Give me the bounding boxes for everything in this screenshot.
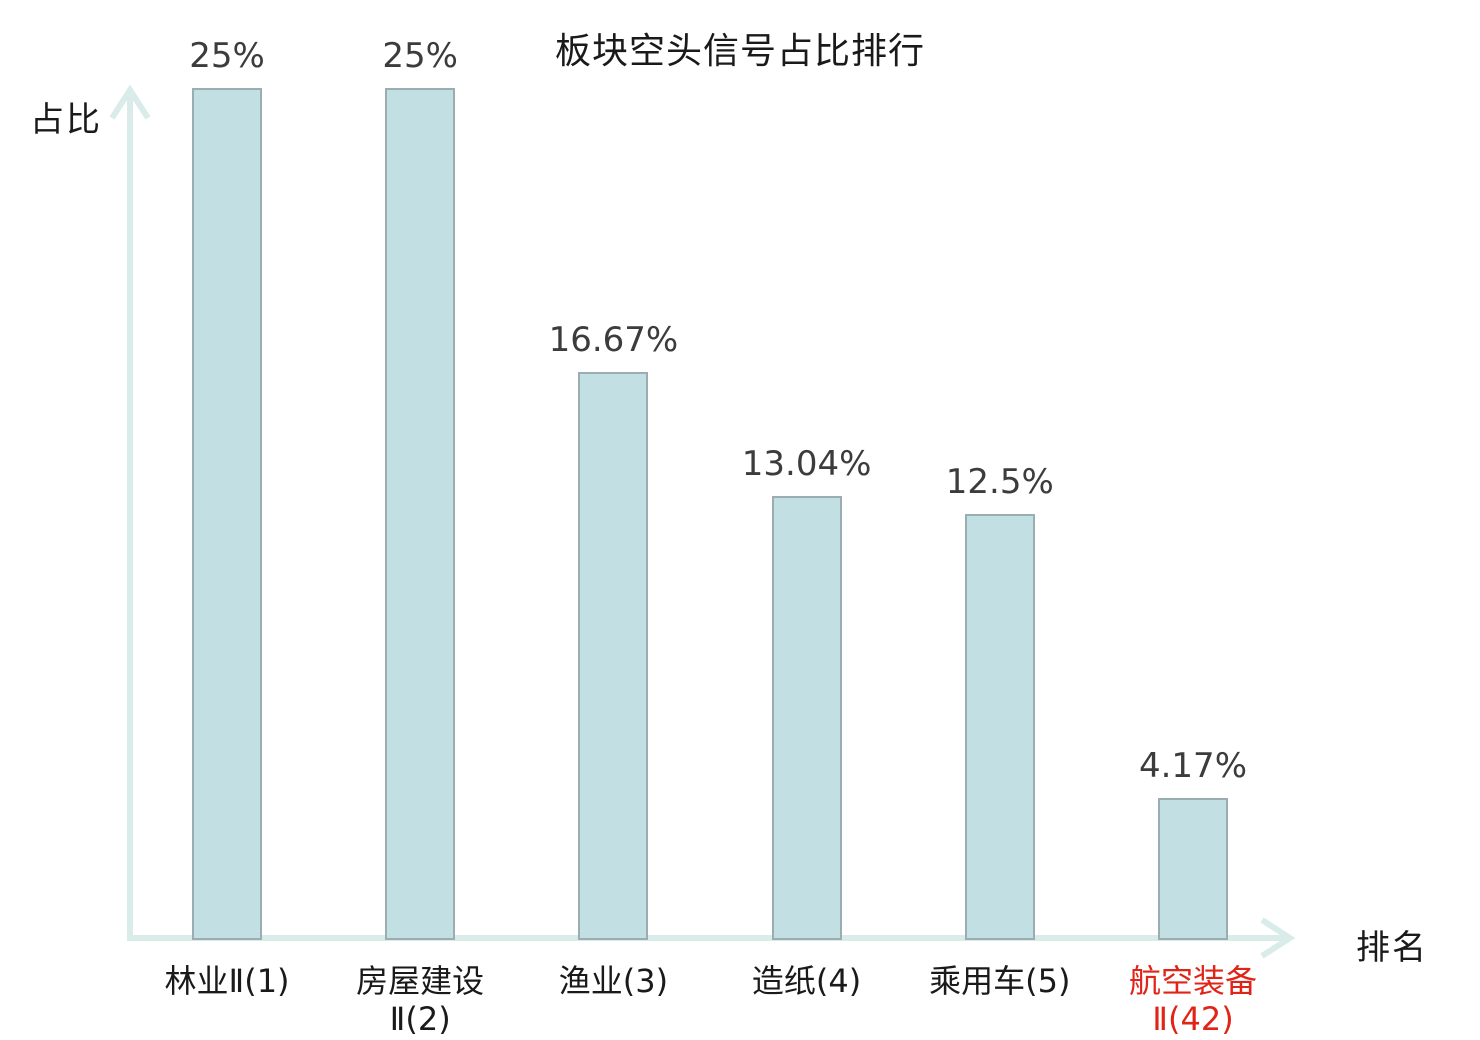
y-axis-label: 占比 [30, 100, 102, 140]
bar-category-label-line: 乘用车(5) [929, 962, 1071, 1000]
bar [1158, 798, 1228, 940]
y-axis-arrow-icon [109, 84, 151, 120]
bar-category-label-line: 林业Ⅱ(1) [164, 962, 290, 1000]
x-axis-label: 排名 [1356, 928, 1428, 968]
bar-category-label-line: 航空装备 [1128, 962, 1257, 1000]
bar [385, 88, 456, 940]
bar-category-label: 造纸(4) [687, 962, 927, 1000]
bar [192, 88, 262, 940]
bar [578, 372, 649, 940]
bar-category-label: 房屋建设 Ⅱ(2) [300, 962, 540, 1038]
bar-category-label: 航空装备 Ⅱ(42) [1073, 962, 1313, 1038]
bar-value-label: 13.04% [741, 444, 872, 484]
bar-value-label: 4.17% [1138, 746, 1247, 786]
bar-category-label-line: Ⅱ(2) [389, 1000, 451, 1038]
bar-category-label-line: 造纸(4) [751, 962, 862, 1000]
bar [771, 496, 842, 940]
bar-value-label: 25% [382, 36, 458, 76]
bar-value-label: 16.67% [548, 320, 679, 360]
bar [964, 514, 1035, 940]
bar-value-label: 25% [189, 36, 265, 76]
bar-category-label-line: 渔业(3) [558, 962, 669, 1000]
x-axis-arrow-icon [1260, 917, 1296, 959]
bar-category-label-line: Ⅱ(42) [1152, 1000, 1234, 1038]
bar-category-label: 渔业(3) [493, 962, 733, 1000]
bar-category-label: 林业Ⅱ(1) [107, 962, 347, 1000]
chart-title: 板块空头信号占比排行 [554, 31, 925, 72]
bar-value-label: 12.5% [945, 462, 1054, 502]
bar-category-label-line: 房屋建设 [356, 962, 485, 1000]
bar-category-label: 乘用车(5) [880, 962, 1120, 1000]
